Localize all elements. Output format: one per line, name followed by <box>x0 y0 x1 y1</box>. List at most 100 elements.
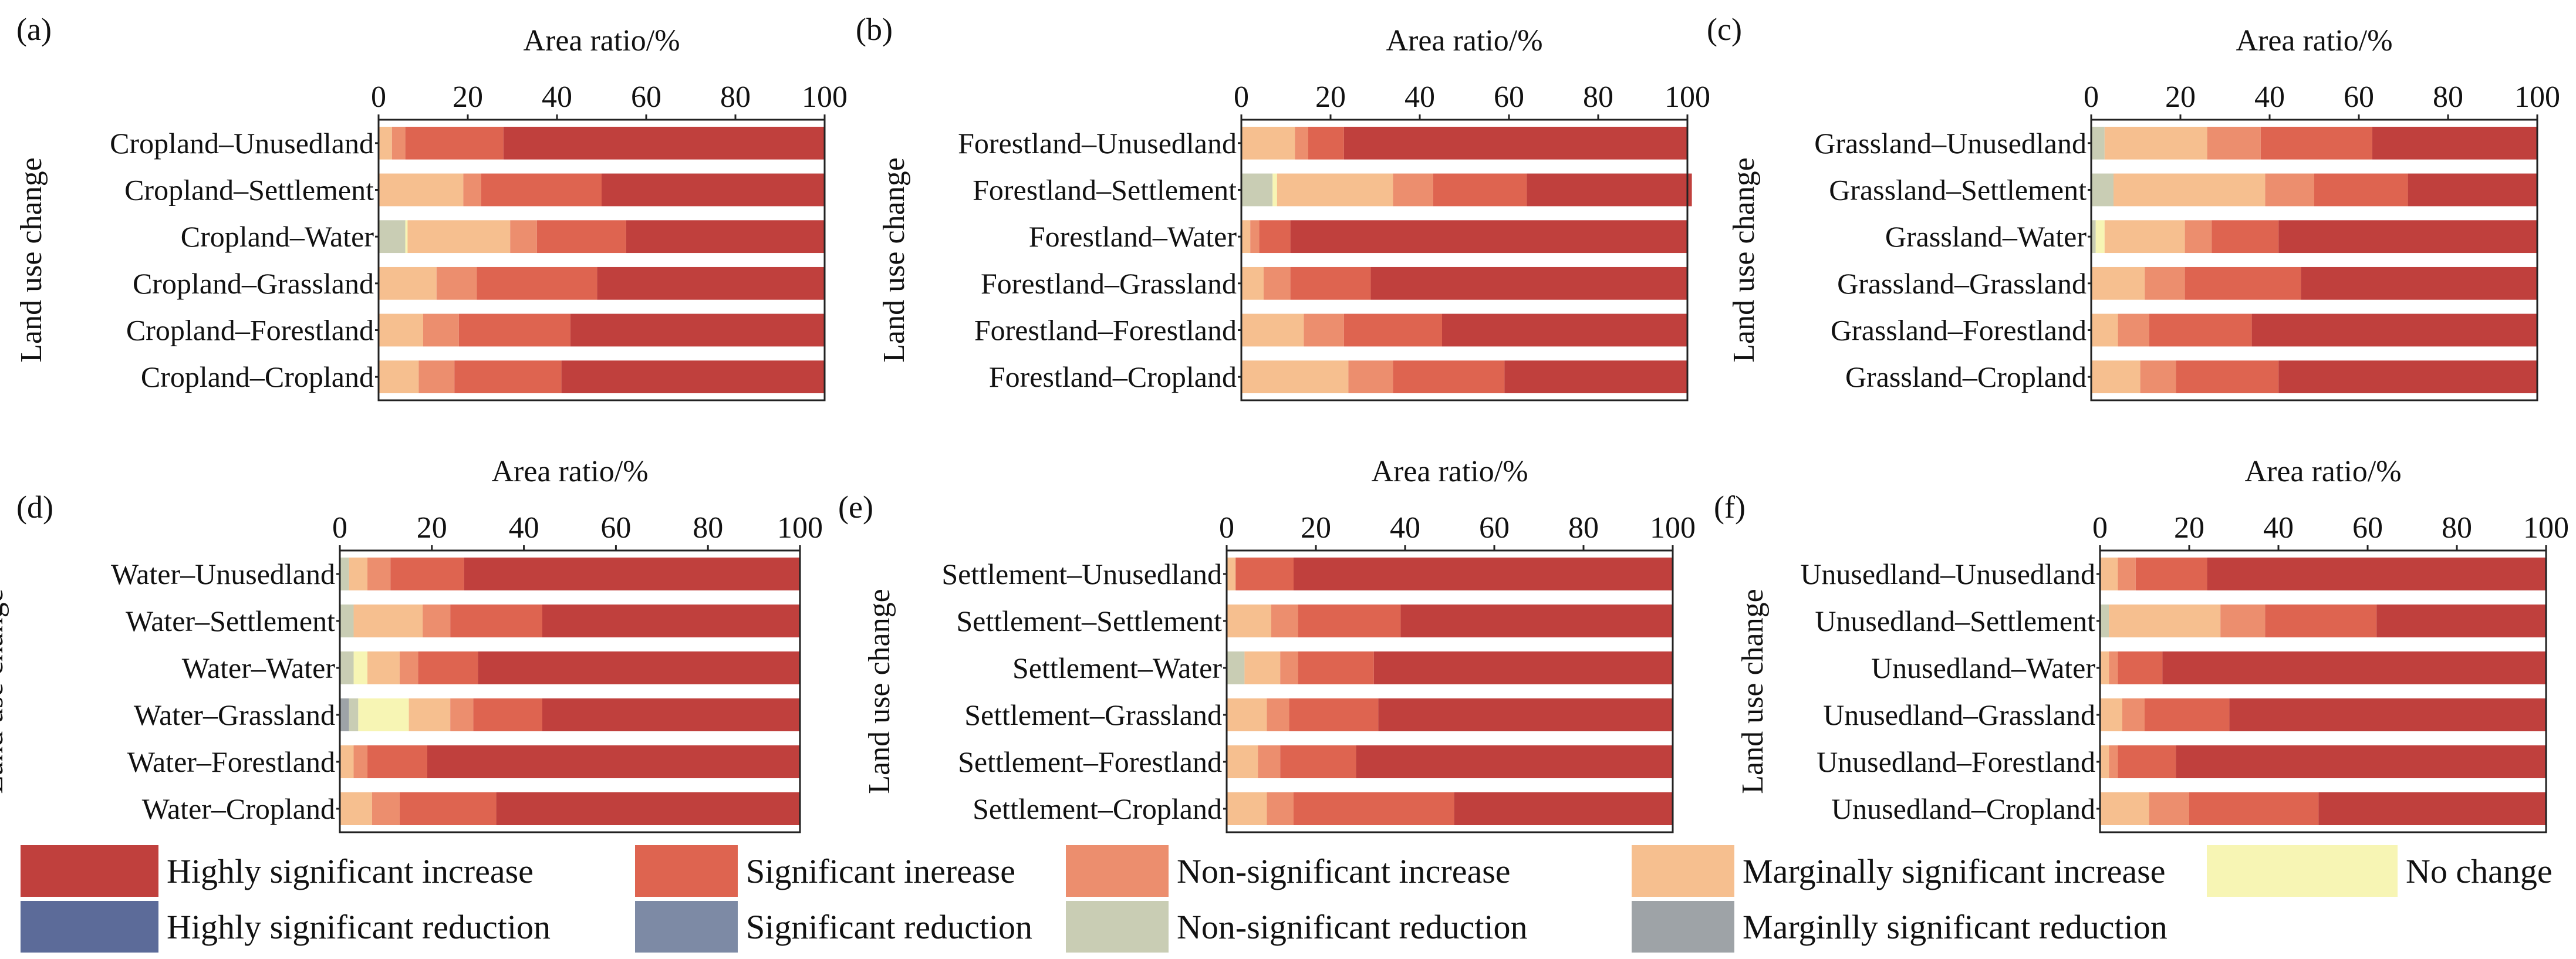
bar-segment <box>379 360 419 394</box>
category-label: Settlement–Settlement <box>956 605 1222 637</box>
bar-segment <box>1308 126 1344 160</box>
legend-item-nsi: Non-significant increase <box>1066 845 1511 897</box>
category-label: Settlement–Grassland <box>964 698 1222 731</box>
category-label: Grassland–Cropland <box>1845 360 2087 393</box>
legend-swatch <box>1066 845 1169 897</box>
legend-label: Marginally significant increase <box>1743 852 2165 890</box>
category-label: Forestland–Grassland <box>981 267 1237 300</box>
category-label: Water–Grassland <box>134 698 335 731</box>
bar-segment <box>1227 558 1236 590</box>
panel-f: (f) Area ratio/% Land use change Unusedland… <box>1714 455 2569 833</box>
x-tick-label: 100 <box>802 80 848 114</box>
panel-label: (f) <box>1714 489 1746 525</box>
bar-segment <box>2118 745 2176 778</box>
bar-segment <box>367 651 400 684</box>
bar-segment <box>477 266 597 300</box>
bar-segment <box>503 126 825 160</box>
bar-segment <box>1241 220 1251 254</box>
x-tick-label: 40 <box>1405 80 1435 114</box>
bar-segment <box>2104 220 2185 254</box>
bar-segment <box>2100 745 2109 778</box>
bar-segment <box>2095 220 2105 254</box>
x-tick-label: 60 <box>1479 511 1510 545</box>
bar-segment <box>496 792 800 825</box>
legend-label: Highly significant increase <box>167 852 534 890</box>
category-label: Cropland–Forestland <box>126 314 374 347</box>
bar-segment <box>2091 360 2141 394</box>
bar-segment <box>536 220 626 254</box>
bar-segment <box>408 698 451 731</box>
category-label: Forestland–Water <box>1029 220 1237 253</box>
legend-label: No change <box>2406 852 2553 890</box>
bar-segment <box>407 220 511 254</box>
bar-segment <box>418 651 478 684</box>
bar-segment <box>602 173 825 207</box>
x-tick-label: 100 <box>777 511 823 545</box>
y-axis-title: Land use change <box>877 157 911 362</box>
legend-item-mr: Marginlly significant reduction <box>1632 901 2168 953</box>
bar-segment <box>1442 313 1687 347</box>
x-tick-label: 80 <box>2433 80 2463 114</box>
bar-segment <box>379 173 464 207</box>
legend-swatch <box>21 901 158 953</box>
panel-label: (b) <box>856 12 893 47</box>
category-label: Grassland–Grassland <box>1837 267 2087 300</box>
bar-segment <box>2260 126 2372 160</box>
bar-segment <box>2220 605 2266 637</box>
legend-swatch <box>635 845 738 897</box>
category-label: Grassland–Water <box>1885 220 2087 253</box>
bar-segment <box>1272 173 1277 207</box>
plot-frame <box>2090 119 2538 401</box>
category-label: Water–Forestland <box>127 745 335 778</box>
legend-swatch <box>2207 845 2398 897</box>
legend-swatch <box>1066 901 1169 953</box>
bar-segment <box>2145 266 2185 300</box>
bar-segment <box>423 313 459 347</box>
panel-label: (a) <box>16 12 52 47</box>
bar-segment <box>1348 360 1393 394</box>
bar-segment <box>1241 360 1349 394</box>
bar-segment <box>340 558 349 590</box>
category-label: Cropland–Settlement <box>124 174 374 207</box>
x-axis-title: Area ratio/% <box>2244 455 2401 488</box>
bar-segment <box>1454 792 1673 825</box>
x-axis-title: Area ratio/% <box>523 24 680 58</box>
bar-segment <box>1244 651 1281 684</box>
bar-segment <box>481 173 602 207</box>
bar-segment <box>379 220 406 254</box>
bar-segment <box>1280 651 1298 684</box>
bar-segment <box>2114 173 2266 207</box>
bar-segment <box>1250 220 1260 254</box>
bar-segment <box>367 558 391 590</box>
x-tick-label: 0 <box>1219 511 1234 545</box>
bar-segment <box>1304 313 1344 347</box>
bar-segment <box>418 360 455 394</box>
x-tick-label: 40 <box>1390 511 1420 545</box>
bar-segment <box>1227 745 1258 778</box>
bar-segment <box>2118 558 2136 590</box>
bar-segment <box>2176 745 2546 778</box>
legend-swatch <box>21 845 158 897</box>
category-label: Unusedland–Cropland <box>1831 792 2095 825</box>
bar-segment <box>399 651 418 684</box>
category-label: Forestland–Cropland <box>989 360 1237 393</box>
x-tick-label: 80 <box>1568 511 1599 545</box>
bar-segment <box>1393 173 1433 207</box>
bar-segment <box>379 313 423 347</box>
x-tick-label: 60 <box>2344 80 2374 114</box>
bar-segment <box>561 360 825 394</box>
bar-segment <box>349 558 368 590</box>
category-label: Unusedland–Unusedland <box>1800 558 2095 590</box>
legend-label: Non-significant reduction <box>1177 908 1528 946</box>
plot-frame <box>339 549 801 833</box>
bar-segment <box>2265 605 2377 637</box>
bar-segment <box>570 313 825 347</box>
y-axis-title: Land use change <box>15 157 48 362</box>
category-label: Settlement–Forestland <box>958 745 1222 778</box>
bar-segment <box>2104 126 2207 160</box>
x-tick-label: 60 <box>600 511 631 545</box>
bar-segment <box>1433 173 1527 207</box>
legend-item-msi: Marginally significant increase <box>1632 845 2165 897</box>
x-tick-label: 100 <box>1665 80 1710 114</box>
